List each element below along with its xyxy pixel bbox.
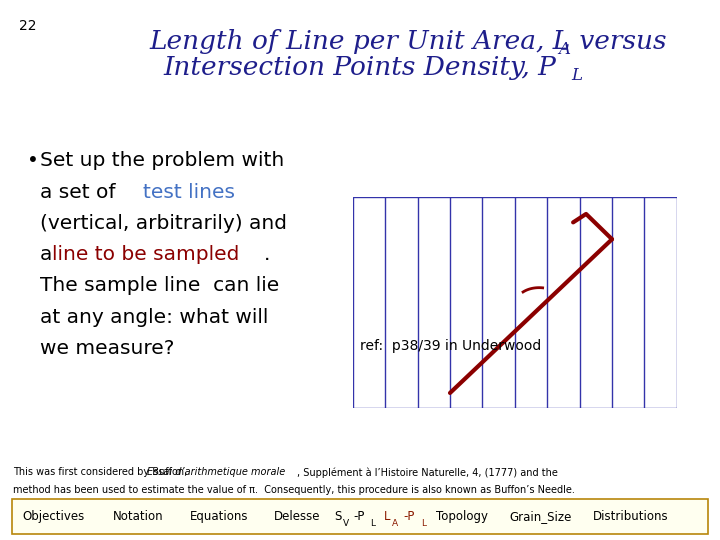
Text: versus: versus — [571, 29, 667, 53]
Text: at any angle: what will: at any angle: what will — [40, 308, 268, 327]
FancyBboxPatch shape — [12, 499, 708, 534]
Text: Notation: Notation — [112, 510, 163, 523]
Text: Intersection Points Density, P: Intersection Points Density, P — [163, 55, 557, 79]
Text: S: S — [335, 510, 342, 523]
Text: L: L — [384, 510, 390, 523]
Text: •: • — [27, 151, 39, 170]
Text: method has been used to estimate the value of π.  Consequently, this procedure i: method has been used to estimate the val… — [13, 485, 575, 495]
Text: .: . — [264, 245, 271, 264]
Text: ref:  p38/39 in Underwood: ref: p38/39 in Underwood — [360, 339, 541, 353]
Text: L: L — [421, 519, 426, 528]
Text: This was first considered by Buffon,: This was first considered by Buffon, — [13, 467, 190, 477]
Text: 22: 22 — [19, 19, 37, 33]
Text: Set up the problem with: Set up the problem with — [40, 151, 284, 170]
Text: line to be sampled: line to be sampled — [52, 245, 239, 264]
Text: test lines: test lines — [143, 183, 235, 201]
Text: -P: -P — [404, 510, 415, 523]
Text: a set of: a set of — [40, 183, 122, 201]
Text: a: a — [40, 245, 58, 264]
Text: Topology: Topology — [436, 510, 488, 523]
Text: Grain_Size: Grain_Size — [509, 510, 572, 523]
Text: The sample line  can lie: The sample line can lie — [40, 276, 279, 295]
Text: L: L — [571, 67, 582, 84]
Text: (vertical, arbitrarily) and: (vertical, arbitrarily) and — [40, 214, 287, 233]
Text: Distributions: Distributions — [593, 510, 669, 523]
Text: , Supplément à l’Histoire Naturelle, 4, (1777) and the: , Supplément à l’Histoire Naturelle, 4, … — [297, 467, 558, 477]
Text: we measure?: we measure? — [40, 339, 174, 358]
Text: V: V — [343, 519, 349, 528]
Text: -P: -P — [353, 510, 364, 523]
Text: Objectives: Objectives — [23, 510, 85, 523]
Text: Delesse: Delesse — [274, 510, 321, 523]
Text: A: A — [559, 41, 571, 58]
Text: L: L — [371, 519, 376, 528]
Text: A: A — [392, 519, 398, 528]
Text: Essai d’arithmetique morale: Essai d’arithmetique morale — [147, 467, 285, 477]
Text: Length of Line per Unit Area, L: Length of Line per Unit Area, L — [149, 29, 571, 53]
Text: Equations: Equations — [190, 510, 248, 523]
